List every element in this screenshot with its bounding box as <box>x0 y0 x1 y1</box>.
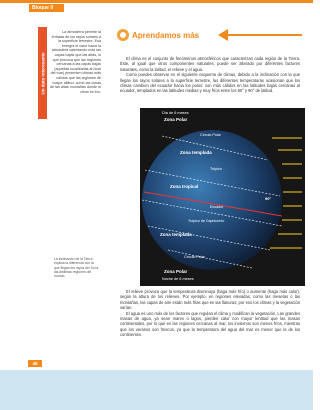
text-bottom: El relieve provoca que la temperatura di… <box>120 289 300 338</box>
diagram-label: Zona Polar <box>164 117 188 122</box>
diagram-label: Círculo Polar <box>200 133 222 137</box>
heading-arrowhead <box>218 29 228 41</box>
sidebar-text: La atmósfera permite la entrada de los r… <box>49 30 101 94</box>
section-title: Aprendamos más <box>132 31 200 40</box>
top-strip <box>0 0 313 3</box>
sidebar-title-wrap: Un dato interesante <box>38 27 47 119</box>
paragraph: El relieve provoca que la temperatura di… <box>120 289 300 310</box>
diagram-label: Trópico de Capricornio <box>188 219 224 223</box>
diagram-label: Zona templada <box>180 150 212 155</box>
section-heading: Aprendamos más <box>116 26 306 44</box>
diagram-label: Ecuador <box>210 205 224 209</box>
diagram-label: Noche de 6 meses <box>162 277 194 281</box>
page-number: 46 <box>28 360 42 367</box>
paragraph: Como puedes observar en el siguiente esq… <box>120 72 300 93</box>
page: Bloque II Un dato interesante La atmósfe… <box>0 0 313 410</box>
diagram-caption: La inclinación de la Tierra explica la d… <box>54 257 100 278</box>
paragraph: El agua es uno más de los factores que r… <box>120 311 300 337</box>
diagram-label: 90° <box>265 196 271 201</box>
paragraph: El clima es el conjunto de fenómenos atm… <box>120 56 300 72</box>
diagram-label: Zona Polar <box>164 269 188 274</box>
diagram-label: Círculo Polar <box>184 255 206 259</box>
diagram-label: Día de 6 meses <box>162 111 189 115</box>
footer-band <box>0 370 313 410</box>
block-tab: Bloque II <box>29 4 64 12</box>
heading-icon-inner <box>120 32 126 38</box>
diagram-label: Zona templada <box>160 232 192 237</box>
diagram-label: Zona tropical <box>170 184 198 189</box>
text-top: El clima es el conjunto de fenómenos atm… <box>120 56 300 94</box>
climate-diagram: Día de 6 meses Zona Polar Círculo Polar … <box>140 108 305 286</box>
diagram-label: Trópico <box>210 167 222 171</box>
sidebar-title: Un dato interesante <box>40 52 45 94</box>
globe <box>142 130 282 270</box>
